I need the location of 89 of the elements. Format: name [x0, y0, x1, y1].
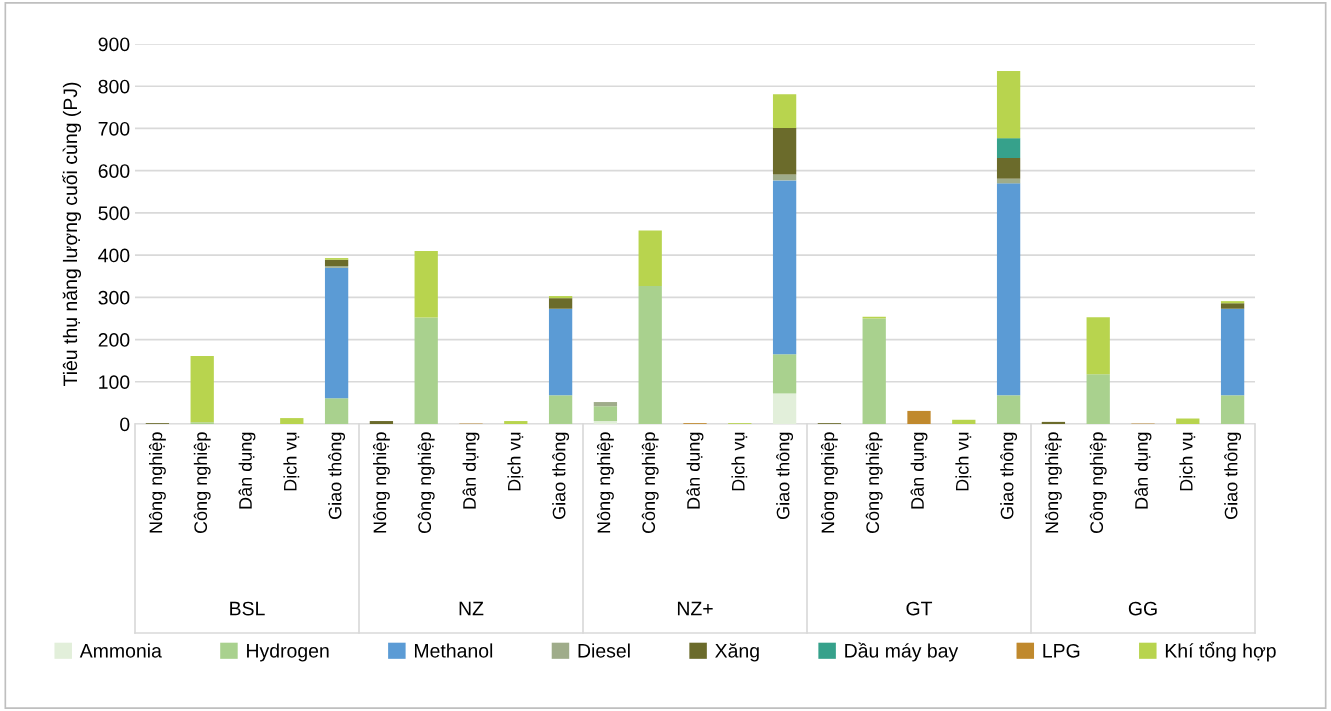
x-tick-label: Nông nghiệp: [820, 432, 838, 533]
bar: [996, 71, 1021, 139]
bar: [996, 158, 1021, 179]
x-tick-label: Nông nghiệp: [372, 432, 390, 533]
y-tick-label: 700: [98, 121, 130, 136]
legend-label: Khí tổng hợp: [1165, 641, 1276, 662]
text: NZ: [459, 601, 484, 616]
bar: [996, 183, 1021, 396]
y-tick-label: 600: [98, 164, 130, 178]
x-tick-label: Giao thông: [1000, 432, 1018, 520]
bar: [593, 406, 618, 422]
bar: [772, 94, 797, 129]
legend-label: Dầu máy bay: [845, 642, 959, 662]
bar: [593, 402, 618, 407]
legend-label: Diesel: [578, 643, 630, 658]
bar: [1041, 421, 1066, 424]
x-tick-label: Dân dụng: [1134, 432, 1152, 509]
x-tick-label: Nông nghiệp: [596, 432, 614, 533]
x-tick-label: Dịch vụ: [731, 432, 748, 491]
text: GT: [906, 601, 933, 616]
x-tick-label: Giao thông: [328, 432, 346, 520]
bar: [414, 317, 438, 424]
bar: [772, 180, 797, 355]
text: NZ+: [677, 601, 713, 616]
bar: [190, 356, 214, 423]
bar: [593, 421, 618, 424]
bar: [996, 138, 1021, 158]
bar: [1176, 418, 1200, 424]
x-tick-label: Công nghiệp: [1089, 432, 1107, 534]
bar: [907, 410, 931, 424]
x-tick-label: Công nghiệp: [417, 432, 435, 534]
bar: [638, 230, 662, 286]
bar: [324, 259, 349, 267]
y-tick-label: 500: [98, 206, 130, 221]
bar: [414, 250, 438, 318]
y-tick-label: 800: [98, 79, 130, 94]
y-tick-label: 300: [98, 290, 130, 305]
y-tick-label: 100: [99, 375, 130, 390]
bar: [1220, 303, 1245, 309]
y-tick-label: 400: [98, 248, 130, 263]
text: BSL: [230, 601, 265, 616]
y-tick-label: 200: [98, 333, 130, 347]
x-tick-label: Dịch vụ: [955, 432, 972, 491]
x-tick-label: Dịch vụ: [1179, 432, 1196, 491]
x-tick-label: Giao thông: [552, 432, 570, 520]
bar: [548, 308, 573, 396]
text: GG: [1128, 601, 1157, 616]
legend-label: LPG: [1043, 643, 1080, 658]
bar: [772, 174, 797, 181]
bar: [1220, 395, 1245, 424]
bar: [862, 318, 886, 424]
bar: [504, 421, 528, 424]
bar: [1086, 317, 1110, 375]
x-tick-label: Dân dụng: [686, 432, 704, 509]
x-tick-label: Công nghiệp: [193, 432, 211, 534]
legend-label: Ammonia: [79, 643, 162, 658]
legend-label: Xăng: [715, 643, 759, 662]
x-tick-label: Công nghiệp: [865, 432, 883, 534]
x-tick-label: Nông nghiệp: [1044, 432, 1062, 533]
bar: [1220, 301, 1245, 304]
bar: [772, 128, 797, 175]
x-tick-label: Dân dụng: [910, 432, 928, 509]
bar: [280, 418, 304, 424]
bar: [1220, 308, 1245, 396]
x-tick-label: Dân dụng: [238, 432, 256, 509]
x-tick-label: Giao thông: [1224, 432, 1242, 520]
x-tick-label: Dịch vụ: [507, 432, 524, 491]
y-tick-label: 0: [120, 417, 130, 432]
legend-label: Methanol: [414, 643, 493, 658]
bar: [548, 296, 573, 299]
bar: [548, 395, 573, 424]
x-tick-label: Dân dụng: [462, 432, 480, 509]
bar: [1086, 374, 1110, 424]
bar: [996, 395, 1021, 424]
bar: [324, 267, 349, 399]
legend-label: Hydrogen: [247, 643, 329, 662]
y-tick-label: 900: [98, 37, 130, 52]
bar: [772, 354, 797, 394]
bar: [548, 298, 573, 309]
x-tick-label: Công nghiệp: [641, 432, 659, 534]
bar: [324, 398, 349, 424]
x-tick-label: Nông nghiệp: [148, 432, 166, 533]
x-tick-label: Giao thông: [776, 432, 794, 520]
y-axis-title: Tiêu thụ năng lượng cuối cùng (PJ): [62, 82, 82, 387]
bar: [369, 421, 394, 424]
bar: [638, 285, 662, 424]
bar: [952, 419, 976, 424]
x-tick-label: Dịch vụ: [283, 432, 300, 491]
bar: [772, 393, 797, 424]
